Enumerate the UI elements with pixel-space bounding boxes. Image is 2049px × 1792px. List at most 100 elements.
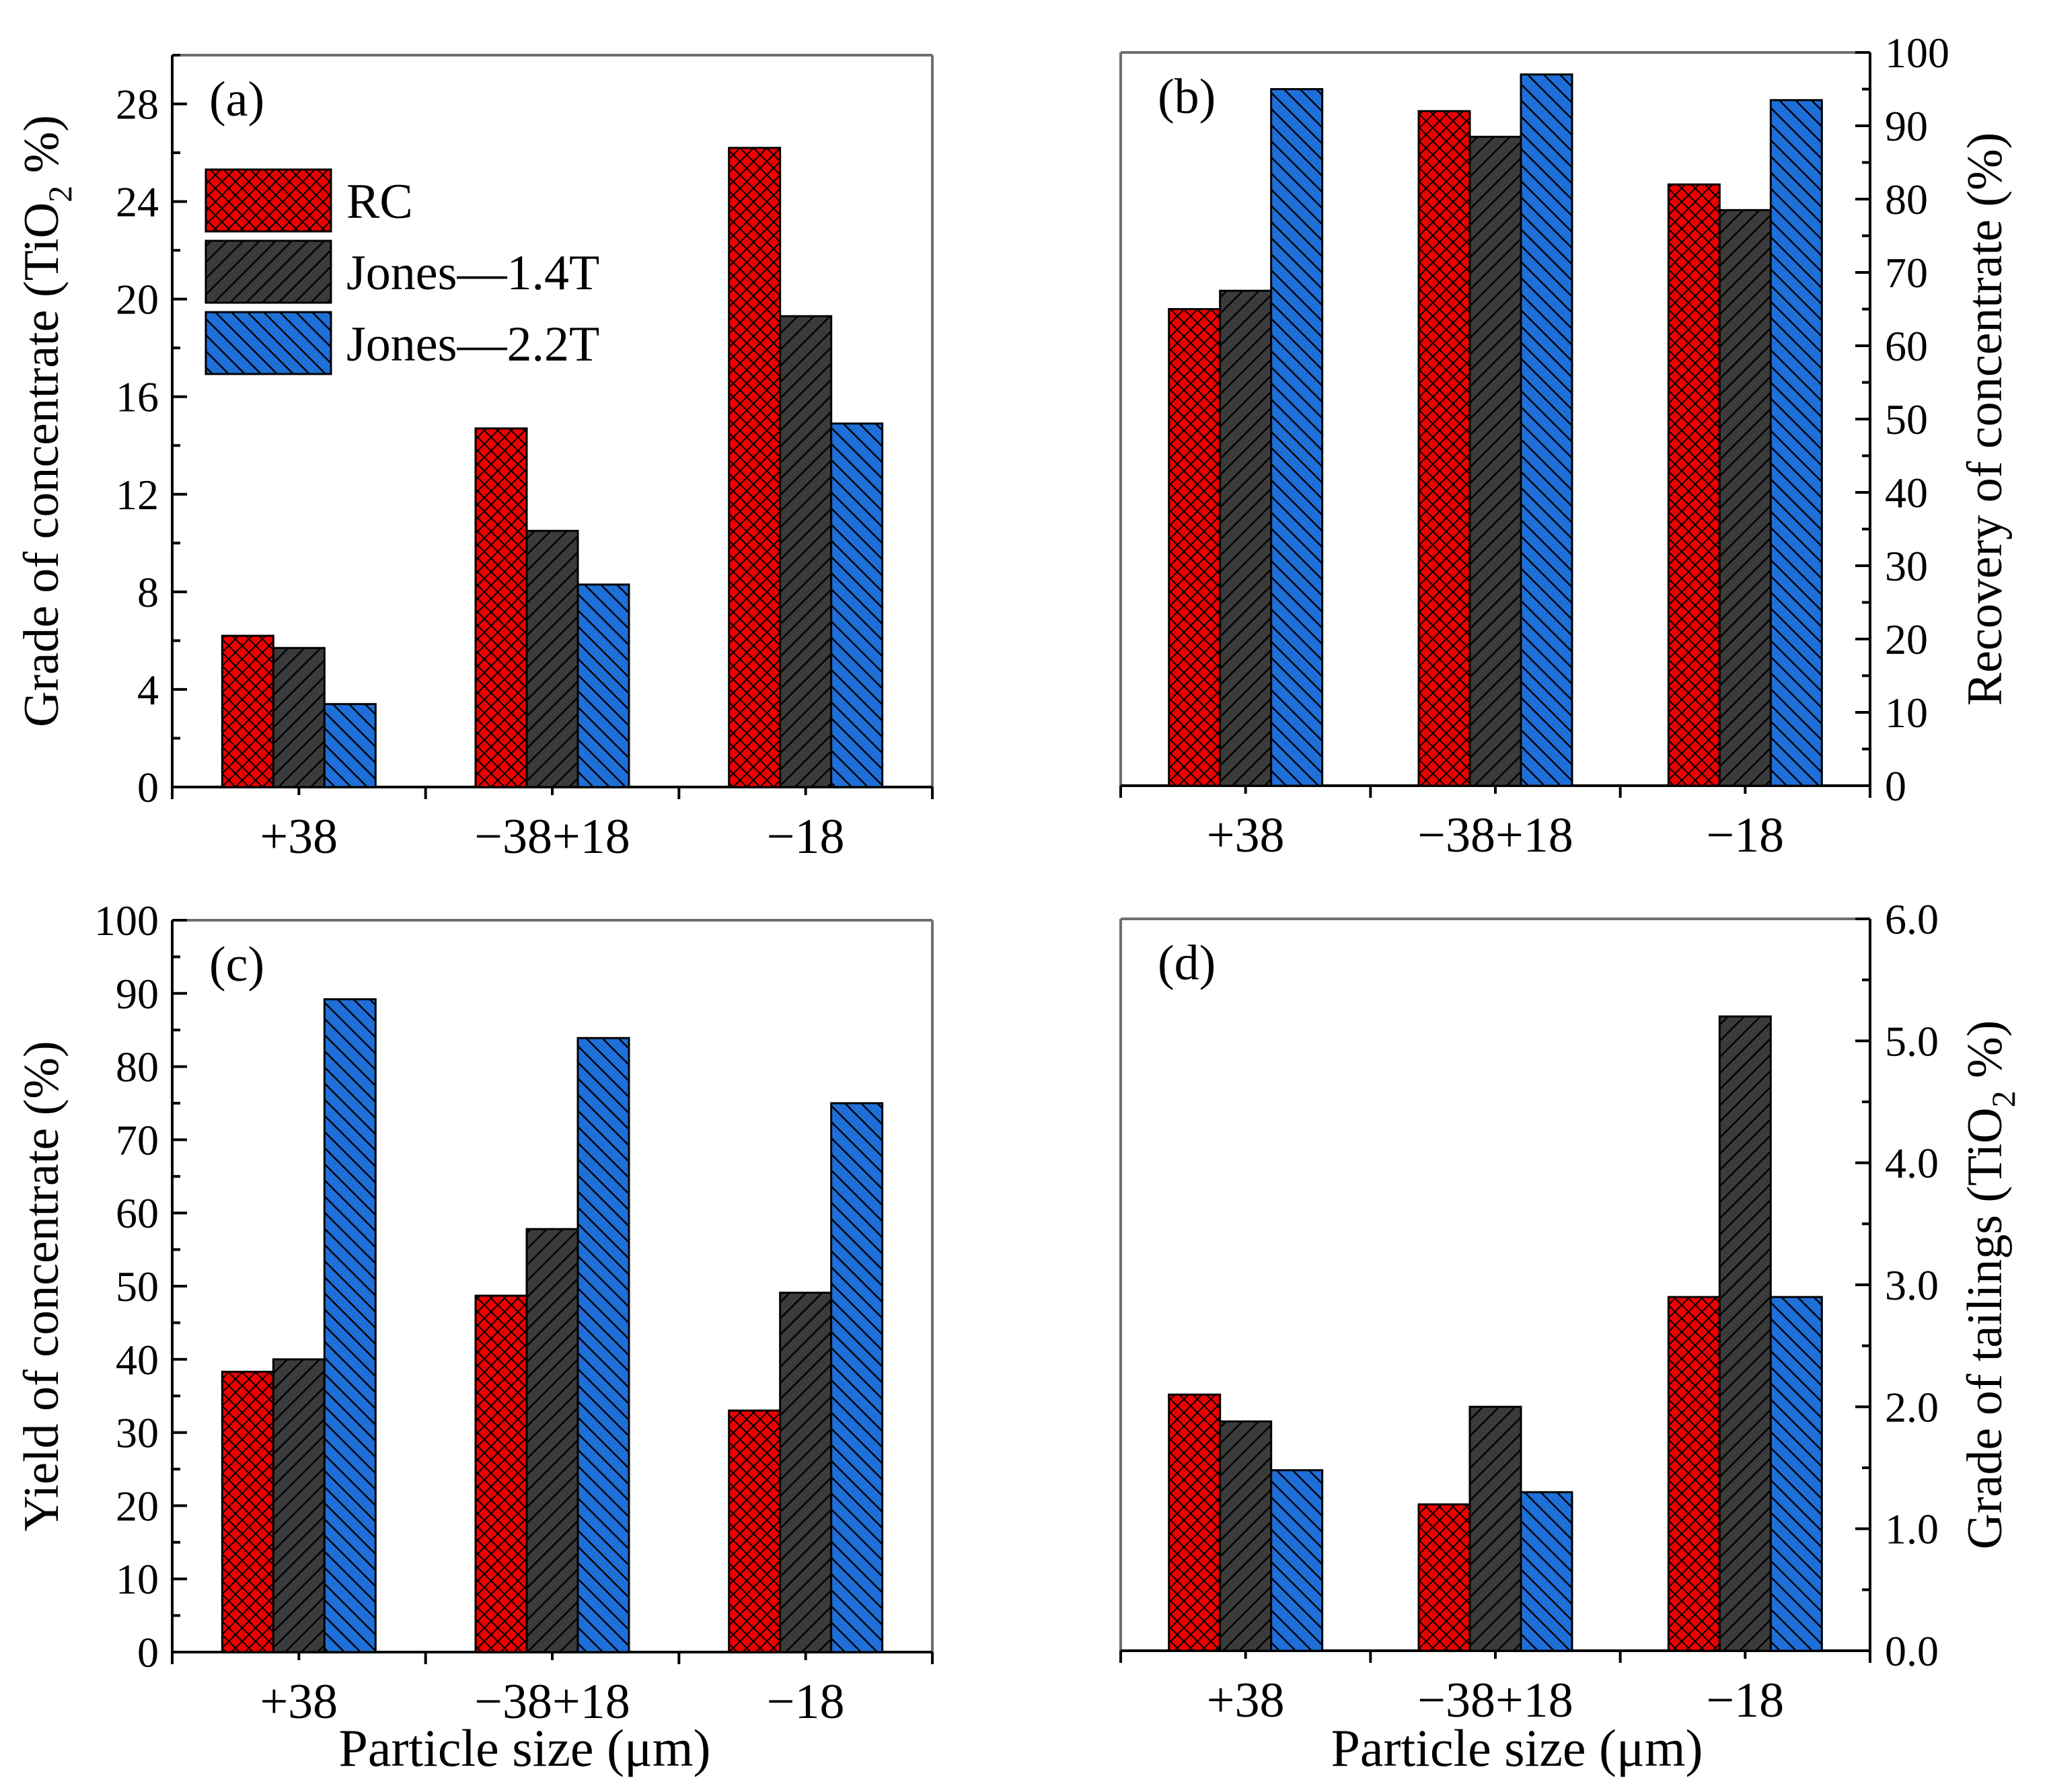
y-tick-label: 0.0: [1885, 1627, 1939, 1675]
bar-rc-38-18: [474, 1294, 528, 1653]
x-category-label-38-18: −38+18: [474, 809, 630, 864]
x-category-label-18: −18: [767, 1674, 845, 1729]
y-tick-label: 6.0: [1885, 895, 1939, 943]
bar-jones-2.2t-18: [830, 1102, 884, 1653]
bar-rc-38: [221, 634, 274, 788]
x-category-label-38: +38: [1207, 808, 1285, 863]
y-tick-label: 100: [1885, 29, 1949, 77]
y-axis-title-main: Recovery of concentrate (%): [1958, 133, 2013, 706]
y-tick-label: 24: [116, 178, 159, 226]
bar-rc-18: [728, 1409, 782, 1653]
y-tick-label: 5.0: [1885, 1017, 1939, 1065]
bar-jones-1.4t-38-18: [525, 1228, 579, 1653]
bar-rc-18: [1667, 183, 1721, 787]
bar-rc-38: [221, 1370, 274, 1653]
y-tick-label: 12: [116, 471, 159, 519]
bar-jones-1.4t-38: [1219, 1420, 1273, 1652]
x-category-label-38-18: −38+18: [474, 1674, 630, 1729]
bar-jones-2.2t-38: [1270, 1469, 1324, 1652]
y-tick-label: 70: [116, 1116, 159, 1164]
y-axis-title: Yield of concentrate (%): [14, 1041, 69, 1531]
bar-rc-38: [1168, 308, 1222, 787]
y-tick-label: 60: [1885, 322, 1928, 370]
y-tick-label: 0: [137, 763, 159, 811]
bar-jones-1.4t-18: [1718, 1015, 1772, 1652]
y-axis-title-main: Grade of tailings (TiO: [1958, 1107, 2013, 1549]
y-tick-label: 40: [1885, 469, 1928, 517]
bar-jones-1.4t-18: [779, 315, 833, 788]
y-tick-label: 16: [116, 373, 159, 421]
bar-jones-1.4t-38: [272, 1358, 326, 1653]
bar-jones-2.2t-38-18: [576, 583, 630, 788]
legend-label-jones-2.2t: Jones—2.2T: [346, 317, 599, 372]
y-tick-label: 0: [137, 1629, 159, 1676]
bar-jones-1.4t-38: [1219, 289, 1273, 787]
y-axis-title-main: Yield of concentrate (%): [14, 1041, 69, 1531]
y-tick-label: 70: [1885, 249, 1928, 297]
y-axis-title: Grade of tailings (TiO2 %): [1958, 1020, 2022, 1550]
bar-jones-1.4t-18: [1718, 209, 1772, 787]
legend-label-jones-1.4t: Jones—1.4T: [346, 246, 599, 301]
bar-rc-18: [1667, 1296, 1721, 1652]
x-category-label-38: +38: [1207, 1673, 1285, 1728]
x-axis-label-right: Particle size (μm): [1331, 1719, 1703, 1777]
y-tick-label: 10: [1885, 689, 1928, 737]
y-axis-title-main: Grade of concentrate (TiO: [14, 202, 69, 727]
y-tick-label: 4: [137, 666, 159, 714]
y-axis-title-subscript: 2: [41, 186, 79, 202]
bar-jones-2.2t-38: [1270, 88, 1324, 787]
x-category-label-38-18: −38+18: [1417, 1673, 1573, 1728]
panel-label: (b): [1158, 69, 1216, 124]
y-tick-label: 50: [116, 1263, 159, 1310]
bar-rc-18: [728, 147, 782, 788]
x-category-label-38: +38: [260, 809, 338, 864]
bar-rc-38-18: [1417, 110, 1471, 787]
bar-rc-38-18: [474, 427, 528, 788]
panel-c: 0 10 20 30 40 50 60 70 80 90 100 Yield of concentra…: [14, 897, 934, 1729]
y-tick-label: 4.0: [1885, 1140, 1939, 1187]
bar-jones-1.4t-38-18: [525, 529, 579, 788]
panel-label: (a): [209, 72, 264, 127]
bar-rc-38-18: [1417, 1503, 1471, 1652]
panel-a: 0 4 8 12 16 20 24 28 Grade of concentrate (TiO2 …: [14, 54, 934, 864]
y-tick-label: 20: [1885, 615, 1928, 663]
legend-swatch-rc: [204, 168, 332, 233]
y-tick-label: 90: [1885, 102, 1928, 150]
y-tick-label: 80: [116, 1043, 159, 1091]
panel-label: (d): [1158, 936, 1216, 991]
panel-d: 0.0 1.0 2.0 3.0 4.0 5.0 6.0 Grade of tailings (…: [1119, 895, 2022, 1728]
panel-label: (c): [209, 937, 264, 992]
y-tick-label: 20: [116, 1482, 159, 1530]
bar-jones-1.4t-38-18: [1468, 1405, 1522, 1652]
y-tick-label: 50: [1885, 396, 1928, 443]
panel-b: 0 10 20 30 40 50 60 70 80 90 100 Recovery of concen…: [1119, 29, 2013, 863]
x-category-label-38-18: −38+18: [1417, 808, 1573, 863]
y-tick-label: 2.0: [1885, 1383, 1939, 1431]
y-tick-label: 1.0: [1885, 1505, 1939, 1553]
bar-jones-1.4t-38-18: [1468, 135, 1522, 787]
y-tick-label: 10: [116, 1555, 159, 1603]
legend-swatch-jones-1.4t: [204, 239, 332, 304]
y-axis-title: Recovery of concentrate (%): [1958, 133, 2013, 706]
y-tick-label: 20: [116, 276, 159, 324]
y-tick-label: 90: [116, 970, 159, 1018]
y-tick-label: 28: [116, 81, 159, 128]
bar-jones-2.2t-38: [323, 703, 377, 788]
x-category-label-18: −18: [1706, 1673, 1784, 1728]
y-tick-label: 80: [1885, 176, 1928, 223]
y-tick-label: 8: [137, 568, 159, 616]
legend-label-rc: RC: [346, 174, 413, 229]
y-tick-label: 100: [94, 897, 159, 944]
y-tick-label: 60: [116, 1189, 159, 1237]
y-tick-label: 30: [116, 1409, 159, 1457]
x-category-label-38: +38: [260, 1674, 338, 1729]
bar-jones-2.2t-18: [1769, 99, 1823, 787]
y-axis-title-subscript: 2: [1984, 1090, 2022, 1107]
bar-jones-2.2t-38-18: [1520, 1491, 1573, 1652]
x-axis-label-left: Particle size (μm): [339, 1719, 711, 1777]
bar-jones-1.4t-38: [272, 646, 326, 788]
x-category-label-18: −18: [767, 809, 845, 864]
y-axis-title-end: %): [14, 115, 69, 186]
legend-swatch-jones-2.2t: [204, 311, 332, 375]
